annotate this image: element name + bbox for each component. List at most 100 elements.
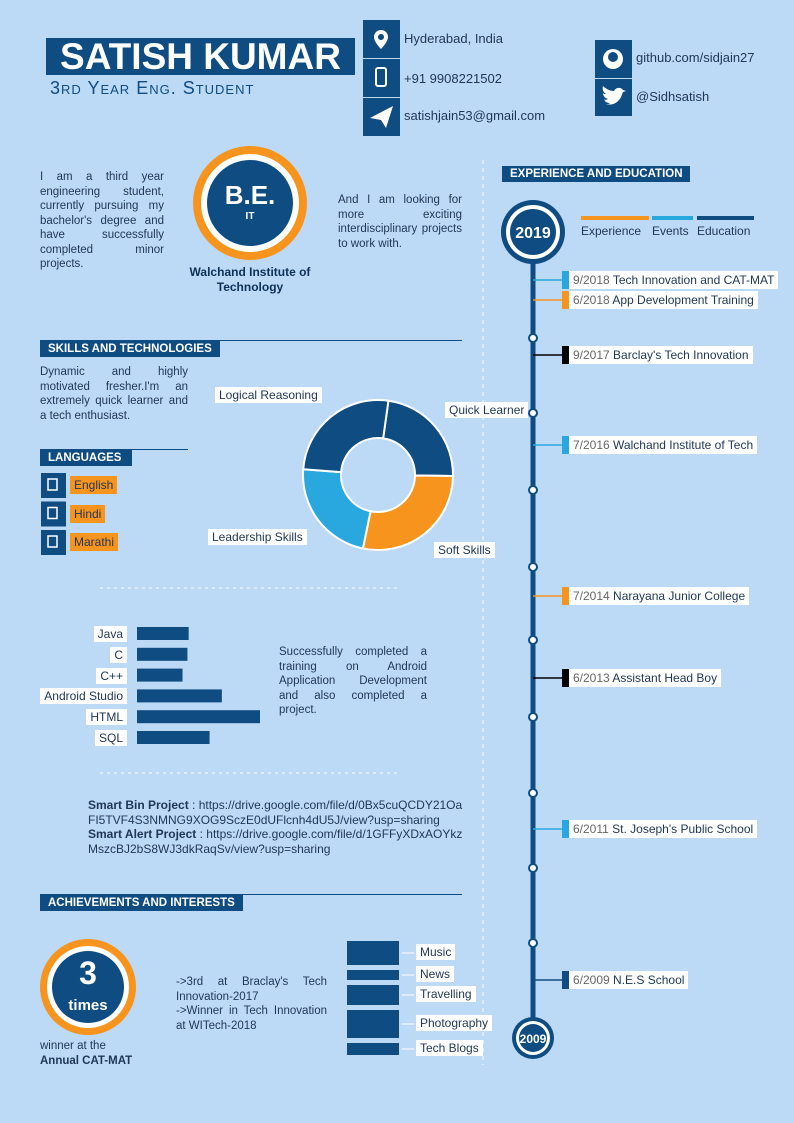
entry-text: Barclay's Tech Innovation [613, 348, 749, 362]
language: Marathi [70, 533, 119, 551]
donut-label: Quick Learner [445, 402, 529, 418]
entry: 7/2014 Narayana Junior College [569, 587, 750, 605]
achievement: ->Winner in Tech Innovation at WITech-20… [176, 1005, 327, 1032]
language: English [70, 476, 118, 494]
section-header: SKILLS AND TECHNOLOGIES [40, 341, 220, 357]
legend-label: Education [697, 224, 751, 238]
caption: winner at the [40, 1040, 106, 1052]
location: Hyderabad, India [404, 31, 504, 46]
email: satishjain53@gmail.com [404, 108, 546, 123]
year-circle [519, 1024, 547, 1052]
skill-bar [137, 627, 189, 640]
language-icon [41, 473, 66, 498]
timeline-dot [528, 485, 538, 495]
project-link: : https://drive.google.com/file/d/0Bx5cu… [88, 798, 463, 827]
entry-marker [562, 669, 569, 687]
entry-marker [562, 971, 569, 989]
icon-box [363, 59, 400, 97]
twitter: @Sidhsatish [636, 89, 710, 104]
github: github.com/sidjain27 [636, 50, 755, 65]
timeline-dot [528, 562, 538, 572]
skill-label: Android Studio [40, 688, 127, 705]
interest-bar [347, 985, 399, 1005]
entry-marker [562, 346, 569, 364]
entry-date: 9/2018 [573, 273, 610, 287]
language-icon [41, 530, 66, 555]
entry-date: 9/2017 [573, 348, 610, 362]
skill-bar [137, 731, 210, 744]
interest-label: News [416, 966, 455, 982]
branch: IT [245, 211, 255, 222]
interest-bar [347, 941, 399, 965]
entry-text: Assistant Head Boy [612, 671, 718, 685]
skill-bar [137, 710, 260, 724]
language-icon-glyph [47, 478, 58, 491]
timeline-dot [528, 788, 538, 798]
entry-date: 7/2016 [573, 438, 610, 452]
entry-marker [562, 436, 569, 454]
language-icon-glyph [47, 535, 58, 548]
send-icon [370, 106, 393, 128]
phone-icon [375, 67, 387, 87]
project-name: Smart Alert Project [88, 827, 197, 841]
donut-segment [302, 468, 372, 550]
skill-bar [137, 647, 188, 661]
legend-swatch [581, 216, 649, 220]
year-circle [510, 209, 556, 255]
language: Hindi [70, 504, 106, 523]
interest-bar [347, 1010, 399, 1038]
entry: 9/2017 Barclay's Tech Innovation [569, 346, 753, 364]
name-box [46, 38, 355, 75]
skill-label: Java [93, 626, 127, 642]
skill-bar [137, 668, 183, 682]
subtitle: 3rd Year Eng. Student [50, 78, 255, 98]
year-label: 2009 [520, 1032, 547, 1046]
entry: 6/2011 St. Joseph's Public School [569, 820, 758, 838]
interest-label: Photography [416, 1015, 493, 1031]
legend-swatch [697, 216, 754, 220]
donut-label: Leadership Skills [208, 529, 307, 545]
entry-date: 6/2018 [573, 293, 610, 307]
year-label: 2019 [515, 225, 551, 242]
entry-marker [562, 820, 569, 838]
entry-date: 7/2014 [573, 589, 610, 603]
donut-segment [302, 399, 390, 474]
entry-text: App Development Training [612, 293, 754, 307]
timeline-dot [528, 938, 538, 948]
legend-swatch [652, 216, 693, 220]
skill-bar [137, 689, 222, 703]
timeline-dot [528, 408, 538, 418]
timeline-dot [528, 333, 538, 343]
donut-segment [382, 399, 454, 478]
name: SATISH KUMAR [60, 36, 341, 77]
training-text: Successfully completed a training on And… [279, 646, 427, 716]
event: Annual CAT-MAT [40, 1055, 133, 1067]
degree: B.E. [224, 180, 276, 210]
interest-label: Tech Blogs [416, 1040, 483, 1056]
donut-segment [361, 474, 455, 551]
pin-icon [374, 30, 388, 49]
section-header: LANGUAGES [40, 450, 132, 466]
entry-text: Walchand Institute of Tech [613, 438, 754, 452]
intro-left: I am a third year engineering student, c… [40, 171, 164, 270]
timeline-dot [528, 635, 538, 645]
entry: 7/2016 Walchand Institute of Tech [569, 436, 758, 454]
entry-marker [562, 271, 569, 289]
achievement: ->3rd at Braclay's Tech Innovation-2017 [176, 976, 327, 1003]
entry-text: Tech Innovation and CAT-MAT [612, 273, 775, 287]
count-circle [52, 951, 124, 1023]
entry-text: Narayana Junior College [613, 589, 746, 603]
section-header: ACHIEVEMENTS AND INTERESTS [40, 895, 243, 911]
language-icon-glyph [47, 506, 58, 520]
entry-text: N.E.S School [613, 973, 685, 987]
project-link: : https://drive.google.com/file/d/1GFFyX… [88, 827, 463, 856]
interest-bar [347, 1043, 399, 1055]
entry: 6/2018 App Development Training [569, 291, 758, 309]
degree-circle [207, 160, 293, 246]
count-unit: times [68, 997, 108, 1014]
twitter-icon [602, 86, 626, 105]
github-icon-inner [608, 52, 618, 62]
skill-label: SQL [94, 730, 127, 746]
donut-label: Logical Reasoning [215, 387, 322, 403]
